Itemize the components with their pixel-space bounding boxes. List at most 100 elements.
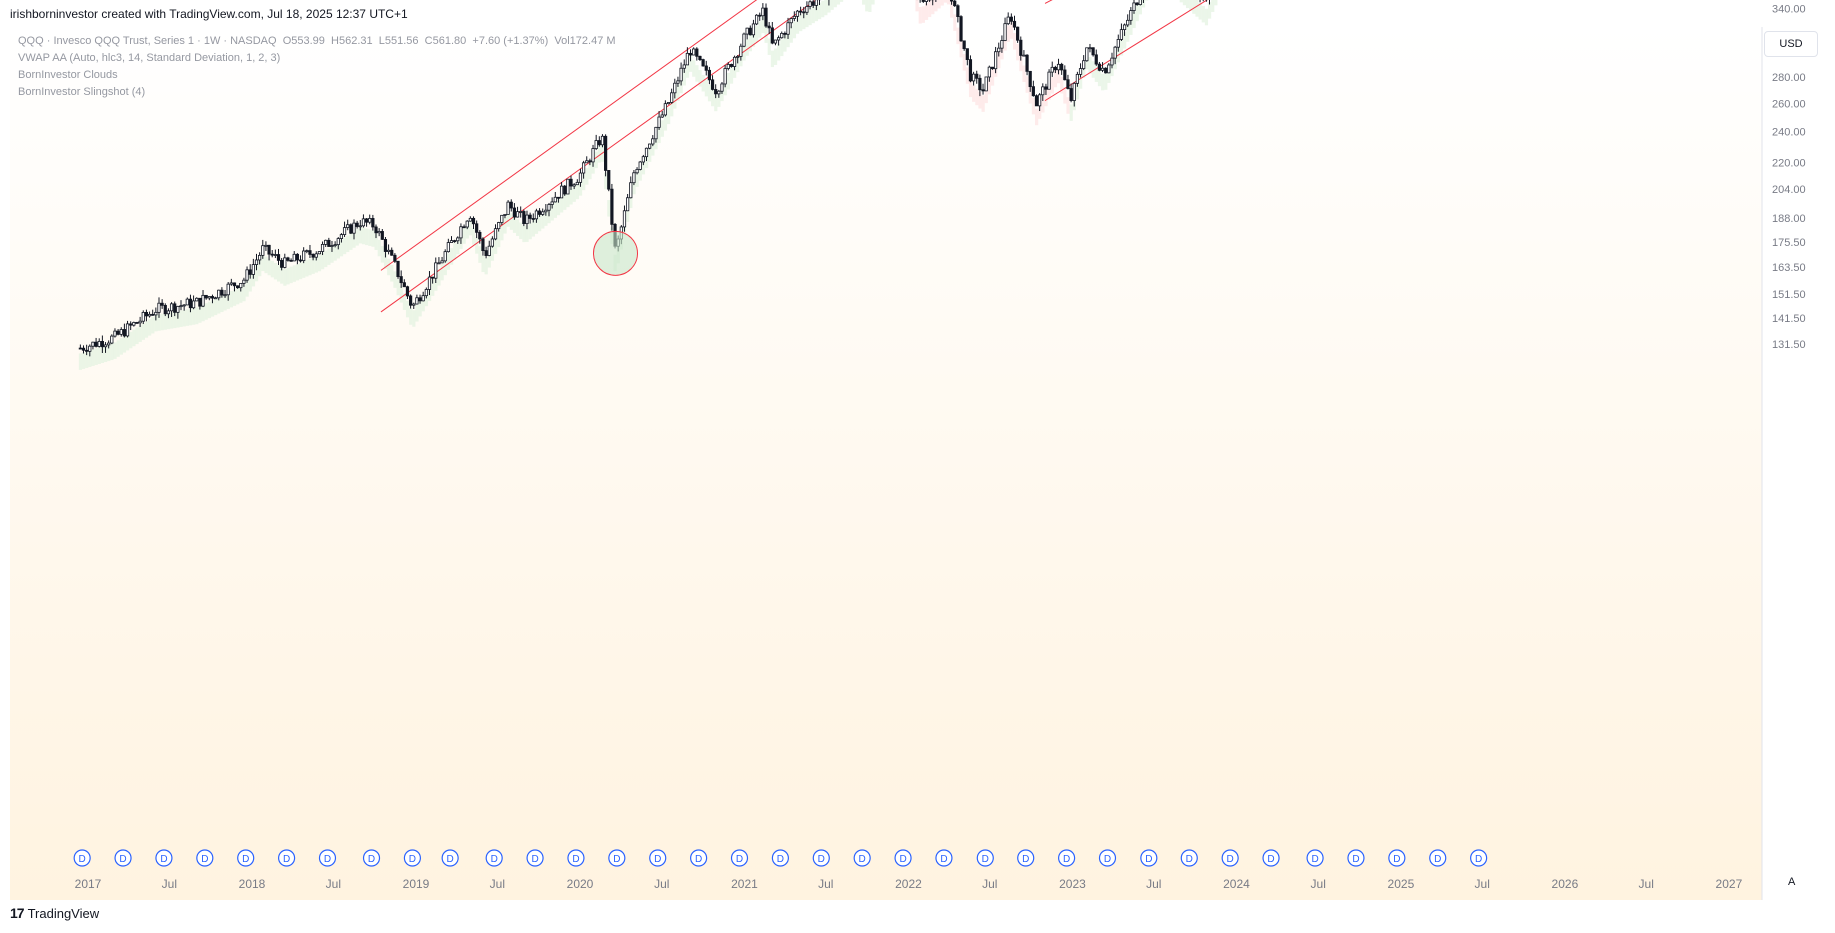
cloud-segment (833, 0, 837, 8)
candle-body (223, 294, 227, 297)
cloud-segment (289, 266, 293, 284)
highlight-circle (592, 230, 638, 276)
candle-body (374, 226, 378, 234)
candle-body (1066, 79, 1070, 89)
candle-body (418, 297, 422, 302)
cloud-segment (437, 269, 441, 286)
candle-body (157, 302, 161, 313)
cloud-segment (494, 237, 498, 254)
cloud-segment (1035, 108, 1039, 126)
candle-body (556, 196, 561, 199)
candle-body (336, 238, 340, 246)
cloud-segment (443, 258, 447, 276)
dividend-marker (812, 849, 830, 867)
candle-body (459, 226, 463, 239)
candle-body (402, 282, 406, 288)
dividend-marker (441, 849, 459, 867)
candle-body (695, 48, 699, 57)
cloud-segment (670, 99, 674, 117)
cloud-segment (1063, 87, 1067, 104)
cloud-segment (361, 227, 366, 245)
candle-body (270, 253, 274, 256)
candle-body (1053, 66, 1057, 71)
candle-body (780, 32, 784, 39)
close-value: 561.80 (432, 35, 467, 47)
cloud-segment (1006, 25, 1010, 42)
candle-body (987, 66, 991, 78)
candle-body (207, 296, 211, 299)
cloud-segment (166, 312, 171, 330)
cloud-segment (1195, 0, 1199, 17)
candle-body (132, 322, 136, 326)
candle-body (701, 59, 705, 67)
cloud-segment (582, 173, 586, 191)
cloud-segment (685, 61, 690, 78)
indicator-legend-clouds[interactable]: BornInvestor Clouds (18, 69, 118, 81)
tradingview-brand[interactable]: 17 TradingView (10, 905, 99, 921)
time-tick-label: Jul (1146, 877, 1161, 891)
dividend-marker-label: D (201, 854, 208, 865)
candle-body (657, 116, 661, 128)
candle-body (214, 297, 218, 300)
candle-body (94, 341, 98, 347)
auto-scale-button[interactable]: A (1788, 876, 1796, 888)
candle-body (298, 259, 303, 262)
cloud-segment (453, 242, 457, 260)
cloud-segment (1088, 57, 1092, 74)
cloud-segment (946, 0, 951, 5)
candle-body (339, 234, 344, 239)
candle-body (978, 77, 982, 91)
cloud-segment (475, 237, 479, 254)
dividend-marker (1388, 849, 1406, 867)
candle-body (720, 83, 724, 92)
cloud-segment (270, 260, 274, 278)
cloud-segment (110, 343, 114, 361)
candle-body (371, 218, 375, 228)
time-tick-label: 2026 (1552, 877, 1579, 891)
dividend-marker-label: D (818, 854, 825, 865)
cloud-segment (214, 298, 218, 316)
cloud-segment (229, 290, 234, 308)
currency-button[interactable]: USD (1764, 31, 1818, 57)
candle-body (959, 16, 963, 42)
cloud-segment (632, 177, 636, 195)
candle-body (984, 76, 988, 92)
indicator-legend-vwap[interactable]: VWAP AA (Auto, hlc3, 14, Standard Deviat… (18, 52, 281, 64)
candle-body (409, 295, 413, 306)
cloud-segment (377, 239, 381, 257)
candle-body (773, 39, 778, 44)
candle-body (377, 231, 381, 234)
cloud-segment (997, 51, 1001, 69)
cloud-segment (409, 308, 413, 325)
candle-body (386, 249, 391, 252)
cloud-segment (188, 308, 193, 326)
symbol-name[interactable]: QQQ · Invesco QQQ Trust, Series 1 · 1W ·… (18, 35, 277, 47)
candle-body (431, 276, 435, 279)
candle-body (232, 282, 237, 287)
dividend-marker (526, 849, 544, 867)
channel-line (1044, 0, 1053, 4)
candle-body (421, 295, 425, 302)
dividend-marker (155, 849, 173, 867)
candle-body (525, 214, 529, 225)
indicator-legend-slingshot[interactable]: BornInvestor Slingshot (4) (18, 86, 146, 98)
candle-body (550, 201, 554, 205)
candle-body (648, 143, 652, 149)
cloud-segment (368, 229, 372, 246)
cloud-segment (1104, 73, 1108, 90)
cloud-segment (673, 92, 677, 109)
cloud-segment (390, 265, 394, 282)
cloud-segment (173, 311, 177, 329)
cloud-segment (1041, 96, 1045, 113)
candle-body (537, 210, 542, 215)
candle-body (1088, 47, 1092, 50)
candle-body (292, 253, 296, 262)
cloud-segment (767, 38, 771, 55)
candle-body (286, 257, 290, 261)
price-axis-panel[interactable] (1762, 27, 1835, 900)
symbol-legend[interactable]: QQQ · Invesco QQQ Trust, Series 1 · 1W ·… (18, 35, 616, 47)
candle-body (563, 185, 567, 195)
cloud-segment (468, 218, 473, 236)
candle-body (122, 329, 126, 337)
